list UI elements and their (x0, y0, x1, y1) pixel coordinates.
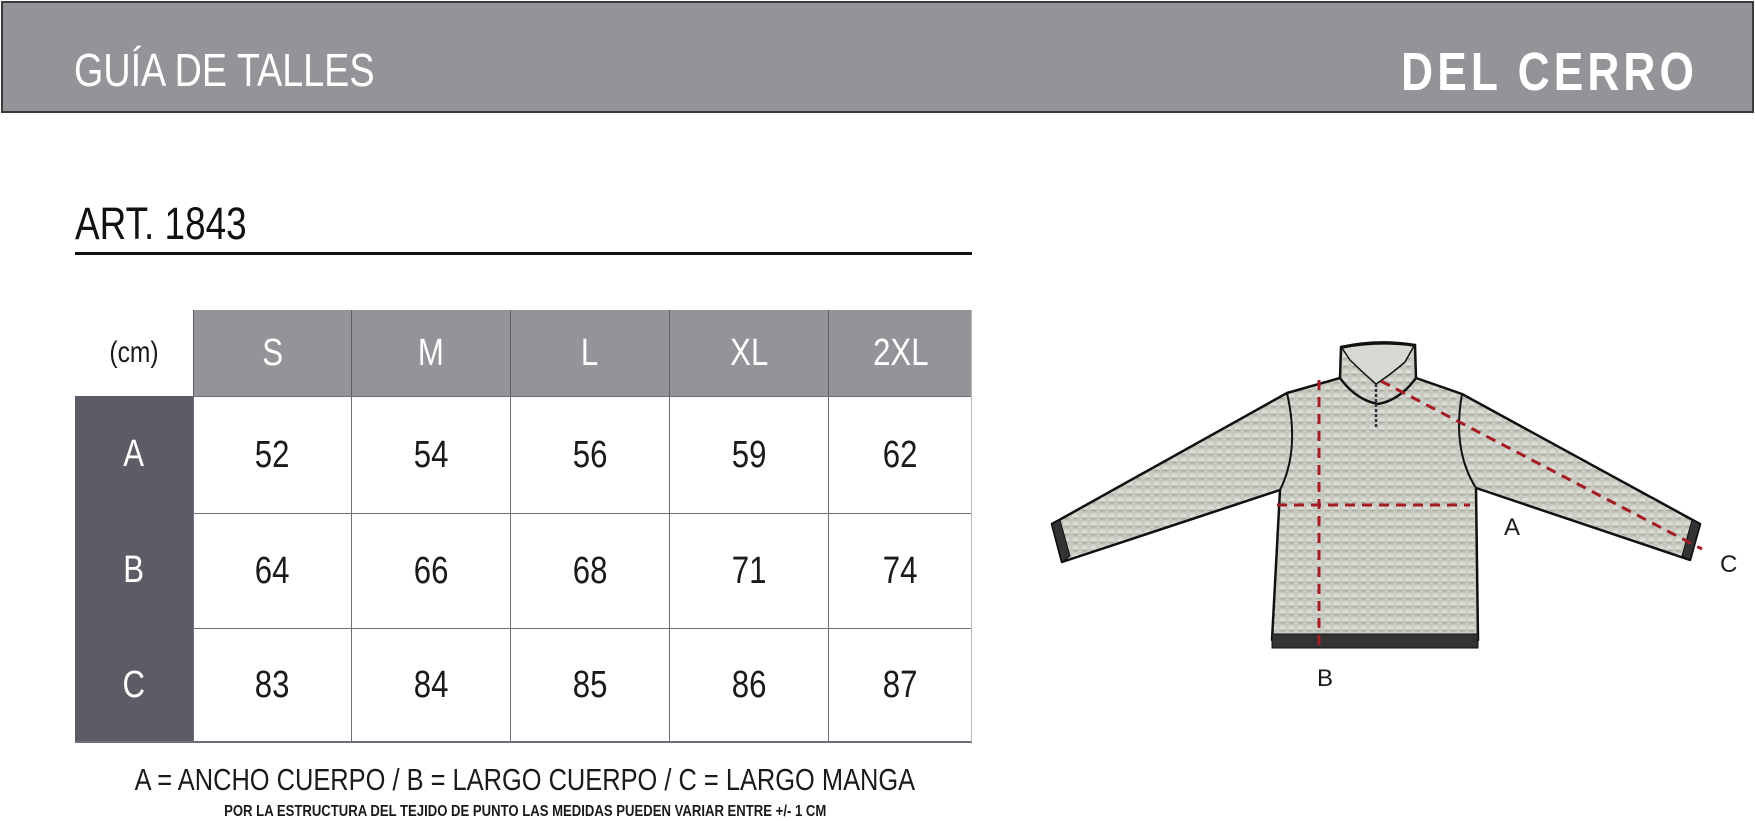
table-cell-text: 84 (413, 664, 449, 706)
table-right-border (971, 310, 972, 742)
table-cell: 64 (193, 513, 351, 628)
variation-note: POR LA ESTRUCTURA DEL TEJIDO DE PUNTO LA… (0, 803, 1050, 821)
size-header-xl: XL (669, 310, 828, 396)
size-header-xl-text: XL (729, 331, 769, 374)
table-cell: 74 (828, 513, 972, 628)
table-cell-text: 85 (572, 664, 608, 706)
measure-line-c (1380, 379, 1703, 551)
table-cell: 71 (669, 513, 828, 628)
size-header-m: M (351, 310, 510, 396)
header-band: GUÍA DE TALLES DEL CERRO (1, 1, 1754, 113)
brand-logo: DEL CERRO (1336, 41, 1698, 103)
table-cell: 85 (510, 628, 669, 742)
label-a: A (1504, 514, 1521, 541)
size-header-2xl: 2XL (828, 310, 972, 396)
page-title-text: GUÍA DE TALLES (74, 44, 375, 96)
table-cell-text: 56 (572, 433, 608, 476)
page-title: GUÍA DE TALLES (74, 43, 440, 97)
table-cell: 83 (193, 628, 351, 742)
row-label-b-text: B (123, 549, 145, 591)
table-cell-text: 71 (731, 549, 767, 592)
label-b: B (1317, 665, 1334, 692)
unit-label: (cm) (75, 310, 193, 396)
table-cell-text: 87 (883, 664, 918, 706)
table-cell-text: 83 (255, 664, 290, 706)
row-label-c: C (75, 628, 193, 742)
size-header-2xl-text: 2XL (872, 331, 929, 374)
table-cell-text: 52 (255, 433, 290, 476)
size-header-l-text: L (581, 331, 599, 374)
size-header-s-text: S (262, 331, 283, 374)
table-cell: 54 (351, 396, 510, 513)
table-cell: 62 (828, 396, 972, 513)
article-number: ART. 1843 (75, 198, 284, 250)
table-cell: 56 (510, 396, 669, 513)
label-c: C (1720, 551, 1738, 578)
legend-text: A = ANCHO CUERPO / B = LARGO CUERPO / C … (134, 762, 916, 797)
divider (75, 252, 972, 255)
size-header-m-text: M (418, 331, 444, 374)
table-cell: 86 (669, 628, 828, 742)
size-header-l: L (510, 310, 669, 396)
table-cell-text: 74 (883, 549, 918, 592)
table-cell-text: 59 (731, 433, 767, 476)
sweater-body (1050, 341, 1702, 649)
measure-lines (1277, 379, 1703, 647)
table-cell-text: 54 (413, 433, 449, 476)
table-cell: 68 (510, 513, 669, 628)
size-header-s: S (193, 310, 351, 396)
table-cell: 84 (351, 628, 510, 742)
table-cell-text: 86 (731, 664, 767, 706)
note-text: POR LA ESTRUCTURA DEL TEJIDO DE PUNTO LA… (223, 803, 827, 820)
brand-text: DEL CERRO (1401, 42, 1698, 102)
row-label-a-text: A (123, 433, 145, 475)
table-cell-text: 66 (413, 549, 449, 592)
table-cell: 59 (669, 396, 828, 513)
table-cell: 87 (828, 628, 972, 742)
table-cell: 66 (351, 513, 510, 628)
table-cell-text: 64 (255, 549, 290, 592)
table-bottom-border (75, 741, 972, 743)
table-cell: 52 (193, 396, 351, 513)
table-cell-text: 68 (572, 549, 608, 592)
article-text: ART. 1843 (75, 198, 247, 249)
row-label-b: B (75, 513, 193, 628)
row-label-c-text: C (122, 663, 146, 706)
table-cell-text: 62 (883, 433, 918, 476)
unit-label-text: (cm) (109, 336, 159, 369)
row-label-a: A (75, 396, 193, 513)
measurement-legend: A = ANCHO CUERPO / B = LARGO CUERPO / C … (0, 762, 1050, 798)
